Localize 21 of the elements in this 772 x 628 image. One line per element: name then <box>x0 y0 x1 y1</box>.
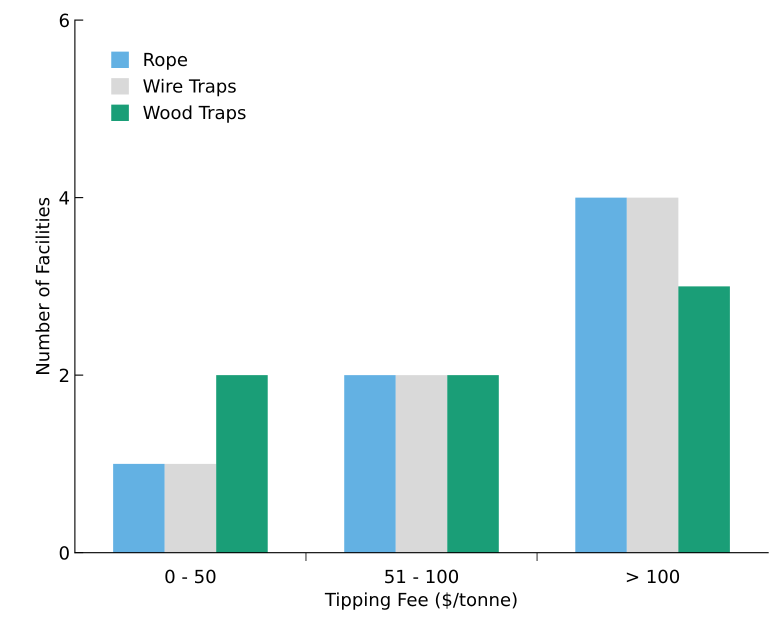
bar <box>575 198 627 553</box>
legend-label: Rope <box>144 52 188 70</box>
x-tick-label: 0 - 50 <box>165 570 216 584</box>
bar <box>164 464 216 553</box>
bar <box>113 464 165 553</box>
y-tick-label: 0 <box>60 546 69 560</box>
y-axis-title: Number of Facilities <box>36 198 50 374</box>
bar <box>447 375 499 553</box>
x-tick-label: 51 - 100 <box>385 570 458 584</box>
x-axis-title: Tipping Fee ($/tonne) <box>324 592 517 610</box>
bar <box>678 286 730 553</box>
y-tick-label: 4 <box>59 191 70 204</box>
y-tick-label: 6 <box>60 14 69 28</box>
bar <box>344 375 396 553</box>
y-tick-label: 2 <box>60 368 68 382</box>
x-tick-label: > 100 <box>626 570 680 584</box>
bar <box>626 198 678 553</box>
legend-label: Wire Traps <box>143 78 236 96</box>
bar <box>216 375 268 553</box>
legend-label: Wood Traps <box>143 105 246 123</box>
bar <box>396 375 448 553</box>
